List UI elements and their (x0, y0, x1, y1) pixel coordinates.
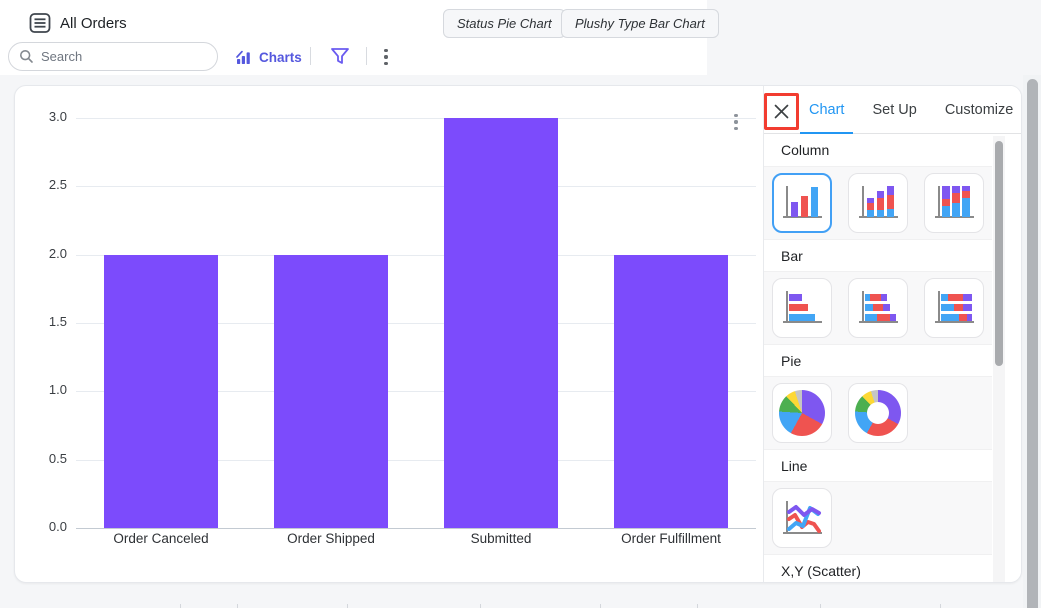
y-tick-label: 0.0 (23, 519, 67, 534)
percent-stacked-bar-chart-icon (932, 289, 976, 327)
column-chart-icon (780, 184, 824, 222)
gridline (76, 186, 756, 187)
filter-button[interactable] (327, 44, 353, 70)
chart-type-list: Column (764, 134, 992, 583)
table-icon[interactable] (27, 11, 53, 37)
charts-button[interactable]: Charts (235, 44, 302, 70)
chart-type-donut-button[interactable] (848, 383, 908, 443)
saved-chart-plushy-bar-button[interactable]: Plushy Type Bar Chart (561, 9, 719, 38)
section-column: Column (764, 134, 992, 239)
saved-chart-status-pie-button[interactable]: Status Pie Chart (443, 9, 566, 38)
y-tick-label: 1.0 (23, 382, 67, 397)
chart-type-100-stacked-column-button[interactable] (924, 173, 984, 233)
table-column-divider (600, 604, 601, 608)
y-tick-label: 1.5 (23, 314, 67, 329)
y-tick-label: 0.5 (23, 451, 67, 466)
stacked-column-chart-icon (856, 184, 900, 222)
table-column-divider (480, 604, 481, 608)
table-column-divider (180, 604, 181, 608)
table-icon-glyph (28, 11, 52, 35)
section-line: Line (764, 449, 992, 554)
tab-chart[interactable]: Chart (807, 86, 846, 134)
section-bar: Bar (764, 239, 992, 344)
kebab-icon (377, 49, 395, 65)
percent-stacked-column-chart-icon (932, 184, 976, 222)
search-box[interactable] (8, 42, 218, 71)
y-tick-label: 2.0 (23, 246, 67, 261)
panel-tab-bar: Chart Set Up Customize (764, 86, 1022, 134)
chart-bar (104, 255, 218, 528)
pie-chart-icon (779, 390, 825, 436)
x-category-label: Order Canceled (76, 531, 246, 546)
x-category-label: Order Shipped (246, 531, 416, 546)
bar-chart: 0.00.51.01.52.02.53.0Order CanceledOrder… (76, 118, 756, 528)
search-input[interactable] (41, 49, 201, 64)
chart-type-pie-button[interactable] (772, 383, 832, 443)
app-root: All Orders Status Pie Chart Plushy Type … (0, 0, 1041, 608)
x-category-label: Submitted (416, 531, 586, 546)
bar-chart-icon (235, 49, 252, 65)
chart-bar (444, 118, 558, 528)
y-tick-label: 2.5 (23, 177, 67, 192)
filter-icon (329, 46, 351, 66)
gridline (76, 528, 756, 529)
search-icon (19, 49, 34, 64)
chart-type-100-stacked-bar-button[interactable] (924, 278, 984, 338)
toolbar-overflow-button[interactable] (377, 44, 395, 70)
page-scrollbar-thumb[interactable] (1027, 79, 1038, 608)
close-panel-button[interactable] (764, 93, 799, 130)
bar-chart-horizontal-icon (780, 289, 824, 327)
charts-button-label: Charts (259, 50, 302, 65)
toolbar-divider (366, 47, 367, 65)
section-pie: Pie (764, 344, 992, 449)
table-column-divider (820, 604, 821, 608)
section-scatter: X,Y (Scatter) (764, 554, 992, 583)
tab-customize[interactable]: Customize (943, 86, 1016, 134)
section-label-column: Column (781, 142, 829, 158)
chart-type-stacked-bar-button[interactable] (848, 278, 908, 338)
line-chart-icon (780, 499, 824, 537)
x-category-label: Order Fulfillment (586, 531, 756, 546)
close-icon (773, 103, 790, 120)
tab-set-up[interactable]: Set Up (870, 86, 918, 134)
chart-config-panel: Chart Set Up Customize Column (763, 86, 1022, 583)
stacked-bar-chart-icon (856, 289, 900, 327)
chart-type-line-button[interactable] (772, 488, 832, 548)
gridline (76, 118, 756, 119)
section-label-pie: Pie (781, 353, 801, 369)
table-column-divider (237, 604, 238, 608)
chart-type-bar-button[interactable] (772, 278, 832, 338)
table-column-divider (347, 604, 348, 608)
table-column-divider (940, 604, 941, 608)
y-tick-label: 3.0 (23, 109, 67, 124)
chart-bar (274, 255, 388, 528)
donut-chart-icon (855, 390, 901, 436)
chart-card: 0.00.51.01.52.02.53.0Order CanceledOrder… (14, 85, 1022, 583)
chart-type-stacked-column-button[interactable] (848, 173, 908, 233)
section-label-line: Line (781, 458, 807, 474)
panel-scrollbar-thumb[interactable] (995, 141, 1003, 366)
section-label-bar: Bar (781, 248, 803, 264)
chart-bar (614, 255, 728, 528)
section-label-scatter: X,Y (Scatter) (781, 563, 861, 579)
toolbar-divider (310, 47, 311, 65)
chart-type-column-button[interactable] (772, 173, 832, 233)
page-title: All Orders (60, 15, 127, 32)
table-column-divider (697, 604, 698, 608)
